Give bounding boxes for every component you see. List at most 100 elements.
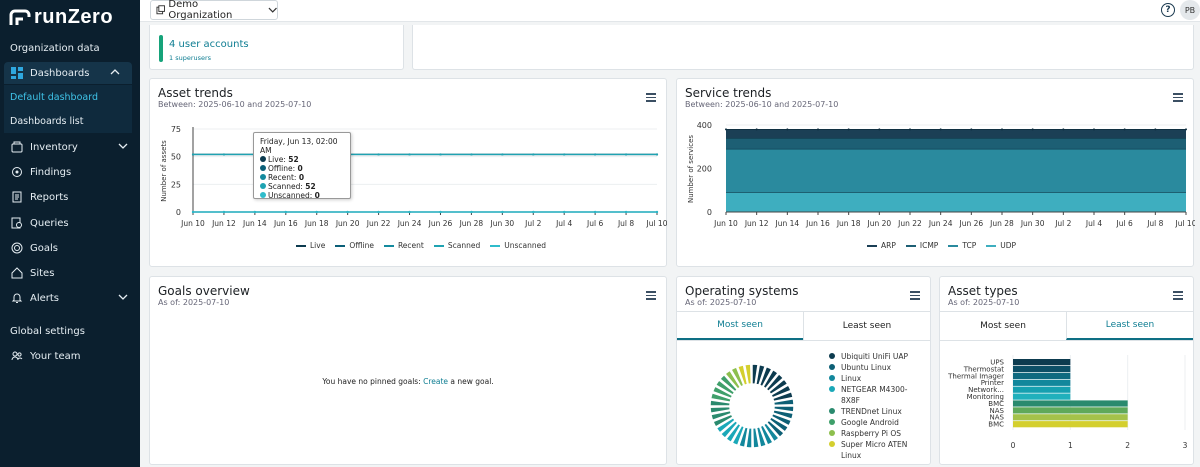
legend-label: TCP — [962, 241, 977, 250]
asset-types-title: Asset types — [948, 284, 1018, 298]
legend-label: Raspberry Pi OS — [841, 429, 902, 438]
hamburger-menu-icon[interactable] — [910, 291, 920, 302]
x-tick-label: Jul 6 — [1116, 219, 1133, 228]
legend-label: Linux — [841, 374, 862, 383]
data-point — [1123, 128, 1126, 131]
tooltip-label: Unscanned: — [268, 191, 315, 200]
legend-swatch — [335, 244, 346, 247]
legend-item[interactable]: ARP — [867, 241, 896, 250]
create-goal-link[interactable]: Create — [423, 377, 449, 386]
service-trends-title: Service trends — [685, 86, 772, 100]
category-label: BMC — [988, 421, 1004, 429]
queries-icon — [10, 216, 24, 230]
x-tick-label: 2 — [1125, 441, 1130, 450]
data-point — [501, 210, 504, 214]
legend-item[interactable]: Unscanned — [490, 241, 546, 250]
legend-item[interactable]: TCP — [948, 241, 976, 250]
os-legend-item[interactable]: Linux — [829, 373, 911, 384]
legend-swatch — [829, 419, 835, 425]
legend-item[interactable]: Live — [296, 241, 325, 250]
os-donut-chart — [709, 363, 795, 449]
sidebar-item-dashboards[interactable]: Dashboards — [4, 62, 132, 84]
legend-item[interactable]: UDP — [986, 241, 1016, 250]
area-icmp — [726, 138, 1186, 149]
dashboards-icon — [10, 66, 24, 80]
global-settings-link[interactable]: Global settings — [10, 326, 85, 337]
category-label: BMC — [988, 400, 1004, 408]
legend-label: Unscanned — [504, 241, 546, 250]
hamburger-menu-icon[interactable] — [1173, 291, 1183, 302]
bar — [1013, 393, 1071, 400]
user-accounts-link[interactable]: 4 user accounts — [169, 39, 249, 50]
hamburger-menu-icon[interactable] — [646, 93, 656, 104]
goals-title: Goals overview — [158, 284, 250, 298]
os-legend-item[interactable]: Ubiquiti UniFi UAP — [829, 351, 911, 362]
hamburger-menu-icon[interactable] — [1173, 93, 1183, 104]
legend-swatch — [867, 244, 877, 247]
data-point — [817, 128, 819, 131]
x-tick-label: 3 — [1183, 441, 1188, 450]
chevron-down-icon — [118, 143, 128, 149]
bell-icon — [10, 291, 24, 305]
tooltip-dot — [260, 192, 266, 198]
legend-item[interactable]: Scanned — [433, 241, 480, 250]
x-tick-label: Jul 4 — [1085, 219, 1102, 228]
reports-icon — [10, 190, 24, 204]
tab-most-seen[interactable]: Most seen — [677, 312, 803, 340]
avatar[interactable]: PB — [1180, 0, 1200, 20]
os-legend-item[interactable]: Google Android — [829, 417, 911, 428]
legend-swatch — [948, 244, 959, 247]
data-point — [253, 210, 256, 214]
tab-least-seen[interactable]: Least seen — [803, 312, 930, 340]
data-point — [408, 153, 411, 156]
os-legend-item[interactable]: Super Micro ATEN Linux — [829, 439, 911, 461]
submenu-dashboards-list[interactable]: Dashboards list — [10, 116, 84, 127]
chart-tooltip: Friday, Jun 13, 02:00 AM Live: 52 Offline… — [253, 132, 351, 200]
sidebar-item-queries[interactable]: Queries — [0, 212, 140, 234]
os-legend-item[interactable]: NETGEAR M4300-8X8F — [829, 384, 911, 406]
sidebar-item-your-team[interactable]: Your team — [0, 345, 140, 367]
os-legend-item[interactable]: TRENDnet Linux — [829, 406, 911, 417]
x-tick-label: Jul 4 — [555, 219, 572, 228]
logo[interactable]: runZero — [9, 6, 113, 29]
chevron-down-icon — [268, 7, 277, 13]
tooltip-label: Live: — [268, 155, 289, 164]
x-tick-label: 1 — [1068, 441, 1073, 450]
x-tick-label: Jun 24 — [928, 219, 953, 228]
sites-icon — [10, 266, 24, 280]
os-legend-item[interactable]: Raspberry Pi OS — [829, 428, 911, 439]
data-point — [847, 128, 850, 131]
x-tick-label: Jun 20 — [335, 219, 360, 228]
legend-item[interactable]: Offline — [335, 241, 374, 250]
tooltip-row: Recent: 0 — [260, 173, 344, 182]
organization-selector[interactable]: Demo Organization — [150, 0, 278, 21]
os-legend-item[interactable]: Ubuntu Linux — [829, 362, 911, 373]
help-icon[interactable]: ? — [1161, 3, 1175, 17]
legend-item[interactable]: Recent — [383, 241, 424, 250]
legend-item[interactable]: ICMP — [905, 241, 939, 250]
hamburger-menu-icon[interactable] — [646, 291, 656, 302]
tab-most-seen[interactable]: Most seen — [980, 321, 1026, 331]
tooltip-value: 52 — [305, 182, 316, 191]
sidebar-item-inventory[interactable]: Inventory — [0, 136, 140, 158]
sidebar-item-findings[interactable]: Findings — [0, 161, 140, 183]
sidebar-item-alerts[interactable]: Alerts — [0, 287, 140, 309]
category-label: Thermal Imager — [947, 372, 1004, 380]
tab-least-seen[interactable]: Least seen — [1066, 312, 1193, 340]
bar — [1013, 421, 1128, 428]
x-tick-label: Jun 12 — [211, 219, 236, 228]
legend-label: ICMP — [919, 241, 939, 250]
data-point — [655, 153, 659, 156]
sidebar-item-sites[interactable]: Sites — [0, 262, 140, 284]
superusers-link[interactable]: 1 superusers — [169, 54, 212, 62]
submenu-default-dashboard[interactable]: Default dashboard — [10, 92, 98, 103]
x-tick-label: Jun 18 — [304, 219, 329, 228]
data-point — [315, 210, 318, 214]
legend-swatch — [829, 364, 835, 370]
bar — [1013, 400, 1128, 407]
sidebar-item-goals[interactable]: Goals — [0, 237, 140, 259]
category-label: Printer — [981, 379, 1004, 387]
x-tick-label: Jun 26 — [428, 219, 453, 228]
sidebar-item-reports[interactable]: Reports — [0, 186, 140, 208]
category-label: NAS — [990, 407, 1005, 415]
